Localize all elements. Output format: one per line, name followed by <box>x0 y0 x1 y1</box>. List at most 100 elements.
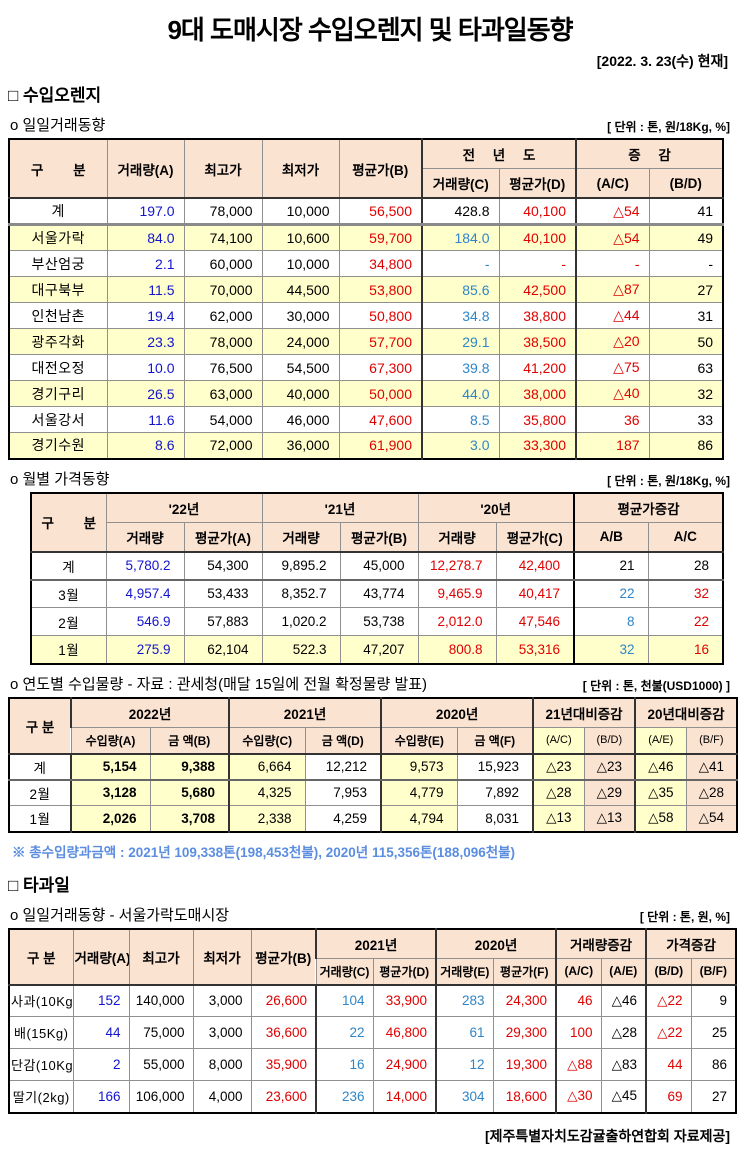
value-cell: 47,207 <box>339 635 419 664</box>
value-cell: 39.8 <box>421 354 500 381</box>
value-cell: 9 <box>690 984 737 1017</box>
table-row: 계 5,154 9,388 6,664 12,212 9,573 15,923 △23 △23 △… <box>8 753 738 781</box>
orange-yearly-subheading: o 연도별 수입물량 - 자료 : 관세청(매달 15일에 전월 확정물량 발표… <box>10 675 428 693</box>
col-header-bf: (B/F) <box>685 726 738 755</box>
orange-yearly-unit-label: [ 단위 : 톤, 천불(USD1000) ] <box>582 678 730 693</box>
value-cell: 62,104 <box>183 635 263 664</box>
value-cell: 74,100 <box>183 224 263 251</box>
row-label: 2월 <box>30 607 107 636</box>
orange-monthly-unit-label: [ 단위 : 톤, 원/18Kg, %] <box>607 473 730 488</box>
value-cell: 49 <box>648 224 724 251</box>
value-cell: 16 <box>315 1048 374 1081</box>
col-header-prev-volume-c: 거래량(C) <box>421 168 500 199</box>
table-row: 대구북부 11.5 70,000 44,500 53,800 85.6 42,500 △87 2… <box>8 276 724 303</box>
value-cell: 33,900 <box>372 984 437 1017</box>
value-cell: 4,794 <box>380 805 458 832</box>
value-cell: △88 <box>555 1048 602 1081</box>
row-label: 1월 <box>30 635 107 664</box>
value-cell: 15,923 <box>456 753 534 781</box>
value-cell: 46,000 <box>261 406 340 433</box>
value-cell: 7,953 <box>304 779 382 806</box>
value-cell: 67,300 <box>338 354 423 381</box>
col-header-bd: (B/D) <box>645 957 692 986</box>
value-cell: 2 <box>72 1048 130 1081</box>
value-cell: 54,000 <box>183 406 263 433</box>
col-header-volume-a: 거래량(A) <box>72 928 130 986</box>
source-footer: [제주특별자치도감귤출하연합회 자료제공] <box>484 1127 730 1144</box>
row-label: 딸기(2kg) <box>8 1080 74 1113</box>
value-cell: 11.6 <box>106 406 185 433</box>
value-cell: 6,664 <box>228 753 306 781</box>
value-cell: 36,000 <box>261 432 340 459</box>
col-header-amount-d: 금 액(D) <box>304 726 382 755</box>
col-header-gubun: 구 분 <box>8 138 108 199</box>
value-cell: 29,300 <box>492 1016 557 1049</box>
value-cell: 522.3 <box>261 635 341 664</box>
col-header-gubun: 구 분 <box>30 492 107 553</box>
value-cell: 236 <box>315 1080 374 1113</box>
value-cell: △29 <box>583 779 636 806</box>
value-cell: 33 <box>648 406 724 433</box>
value-cell: 4,000 <box>192 1080 252 1113</box>
value-cell: 11.5 <box>106 276 185 303</box>
value-cell: 2,026 <box>70 805 151 832</box>
value-cell: △28 <box>685 779 738 806</box>
fruit-daily-heading-row: o 일일거래동향 - 서울가락도매시장 [ 단위 : 톤, 원, %] <box>10 904 730 925</box>
col-header-avg-a: 평균가(A) <box>183 521 263 553</box>
col-header-volume: 거래량 <box>105 521 185 553</box>
value-cell: 428.8 <box>421 197 500 226</box>
value-cell: 44 <box>645 1048 692 1081</box>
value-cell: 140,000 <box>128 984 194 1017</box>
value-cell: 22 <box>573 579 649 608</box>
value-cell: 30,000 <box>261 302 340 329</box>
value-cell: 86 <box>690 1048 737 1081</box>
value-cell: 27 <box>690 1080 737 1113</box>
col-header-ae: (A/E) <box>600 957 647 986</box>
value-cell: 32 <box>648 380 724 407</box>
value-cell: 84.0 <box>106 224 185 251</box>
value-cell: 76,500 <box>183 354 263 381</box>
orange-monthly-subheading: o 월별 가격동향 <box>10 470 110 488</box>
value-cell: △54 <box>575 224 650 251</box>
col-header-vs20: 20년대비증감 <box>634 697 738 728</box>
value-cell: 41,200 <box>498 354 577 381</box>
row-label: 부산엄궁 <box>8 250 108 277</box>
value-cell: 46 <box>555 984 602 1017</box>
table-row: 광주각화 23.3 78,000 24,000 57,700 29.1 38,500 △20 5… <box>8 328 724 355</box>
col-header-avg-d: 평균가(D) <box>372 957 437 986</box>
value-cell: 187 <box>575 432 650 459</box>
table-row: 대전오정 10.0 76,500 54,500 67,300 39.8 41,200 △75 6… <box>8 354 724 381</box>
fruit-daily-unit-label: [ 단위 : 톤, 원, %] <box>639 909 730 924</box>
value-cell: 54,500 <box>261 354 340 381</box>
value-cell: 5,680 <box>149 779 230 806</box>
col-header-2021: 2021년 <box>228 697 382 728</box>
table-row: 2월 3,128 5,680 4,325 7,953 4,779 7,892 △28 △29 △3… <box>8 779 738 806</box>
value-cell: △58 <box>634 805 687 832</box>
table-row: 계 5,780.2 54,300 9,895.2 45,000 12,278.7 42,40… <box>30 551 724 581</box>
value-cell: 75,000 <box>128 1016 194 1049</box>
value-cell: △41 <box>685 753 738 781</box>
section-imported-orange: □ 수입오렌지 <box>8 86 102 105</box>
value-cell: 43,774 <box>339 579 419 608</box>
value-cell: 34,800 <box>338 250 423 277</box>
table-row: 배(15Kg) 44 75,000 3,000 36,600 22 46,800 61 29,3… <box>8 1016 737 1049</box>
value-cell: 54,300 <box>183 551 263 581</box>
col-header-volume-a: 거래량(A) <box>106 138 185 199</box>
col-header-2020: 2020년 <box>380 697 534 728</box>
value-cell: 38,000 <box>498 380 577 407</box>
value-cell: 50,800 <box>338 302 423 329</box>
value-cell: 29.1 <box>421 328 500 355</box>
col-header-high: 최고가 <box>183 138 263 199</box>
col-header-2022: 2022년 <box>69 697 230 728</box>
table-row: 인천남촌 19.4 62,000 30,000 50,800 34.8 38,800 △44 3… <box>8 302 724 329</box>
col-header-avg-f: 평균가(F) <box>492 957 557 986</box>
row-label: 2월 <box>8 779 72 806</box>
value-cell: 53,433 <box>183 579 263 608</box>
value-cell: 304 <box>435 1080 494 1113</box>
value-cell: △22 <box>645 984 692 1017</box>
col-header-volume: 거래량 <box>261 521 341 553</box>
value-cell: 2,012.0 <box>417 607 497 636</box>
col-header-y20: '20년 <box>417 492 575 523</box>
value-cell: 42,400 <box>495 551 575 581</box>
table-row: 단감(10Kg) 2 55,000 8,000 35,900 16 24,900 12 19,3… <box>8 1048 737 1081</box>
